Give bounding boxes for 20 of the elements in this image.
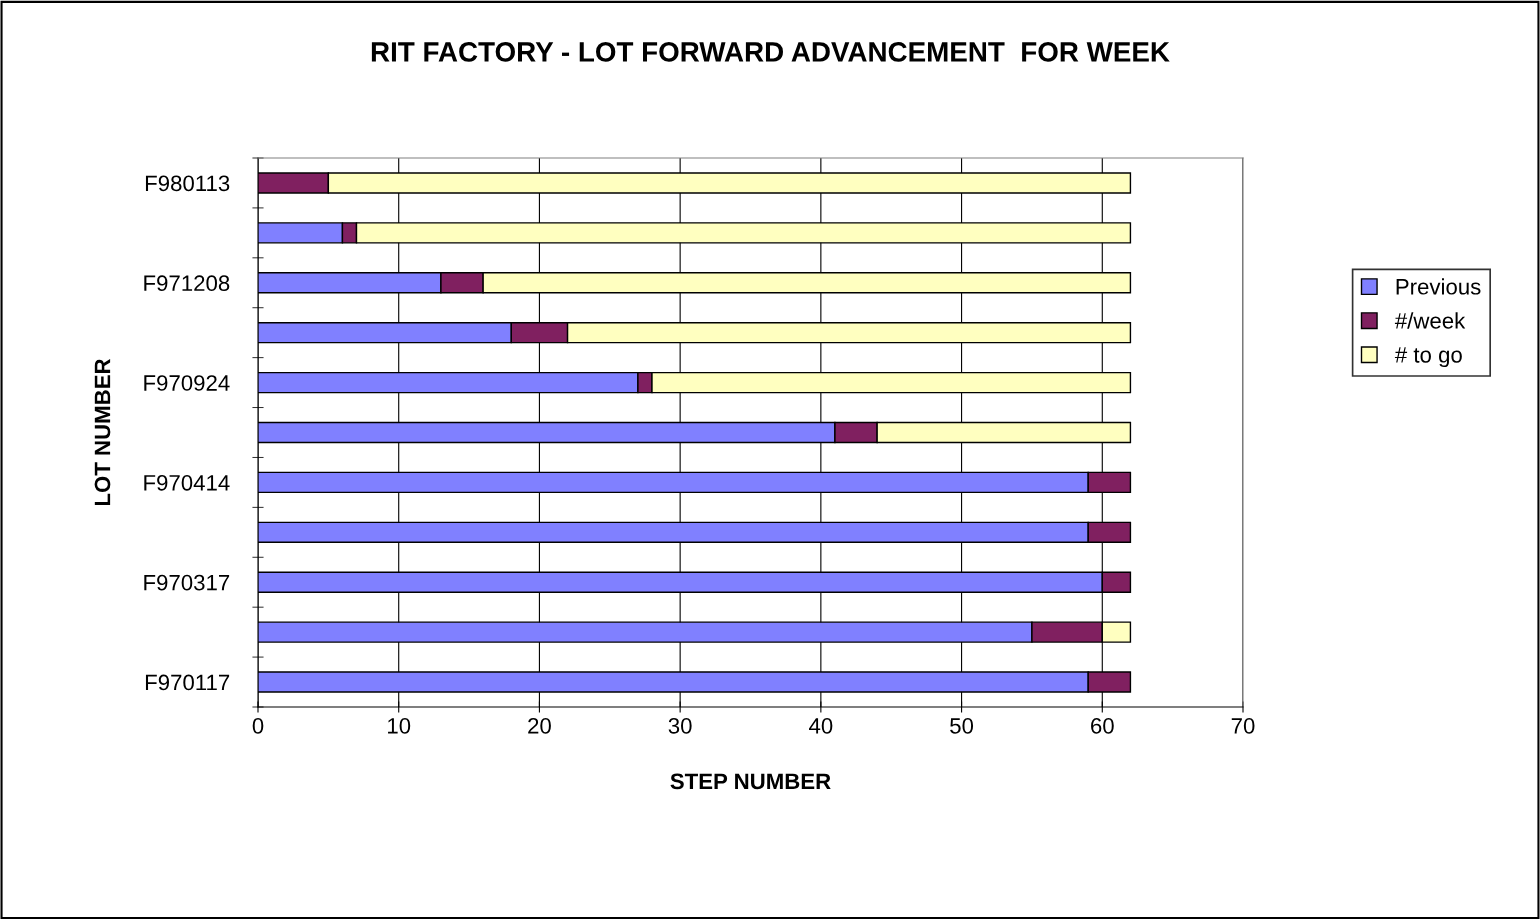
x-axis-title: STEP NUMBER xyxy=(670,773,831,790)
y-tick-label: F970317 xyxy=(144,574,230,591)
y-tick-label: F970414 xyxy=(144,474,230,491)
x-tick-label: 70 xyxy=(1231,718,1255,734)
chart-title: RIT FACTORY - LOT FORWARD ADVANCEMENT FOR WEEK xyxy=(371,42,1170,62)
legend-label: # to go xyxy=(1394,347,1462,368)
legend-label: #/week xyxy=(1394,312,1466,329)
legend-label: Previous xyxy=(1396,278,1481,295)
x-tick-label: 10 xyxy=(388,718,411,734)
x-tick-label: 30 xyxy=(668,718,692,734)
y-tick-label: F970117 xyxy=(145,674,230,691)
y-tick-label: F970924 xyxy=(144,375,230,391)
y-tick-label: F980113 xyxy=(145,175,230,192)
y-axis-title: LOT NUMBER xyxy=(94,358,111,506)
x-tick-label: 0 xyxy=(252,718,264,734)
x-tick-label: 20 xyxy=(528,718,551,734)
y-tick-label: F971208 xyxy=(144,275,230,292)
x-tick-label: 60 xyxy=(1091,718,1114,734)
x-tick-label: 50 xyxy=(950,718,974,734)
x-tick-label: 40 xyxy=(809,718,833,734)
